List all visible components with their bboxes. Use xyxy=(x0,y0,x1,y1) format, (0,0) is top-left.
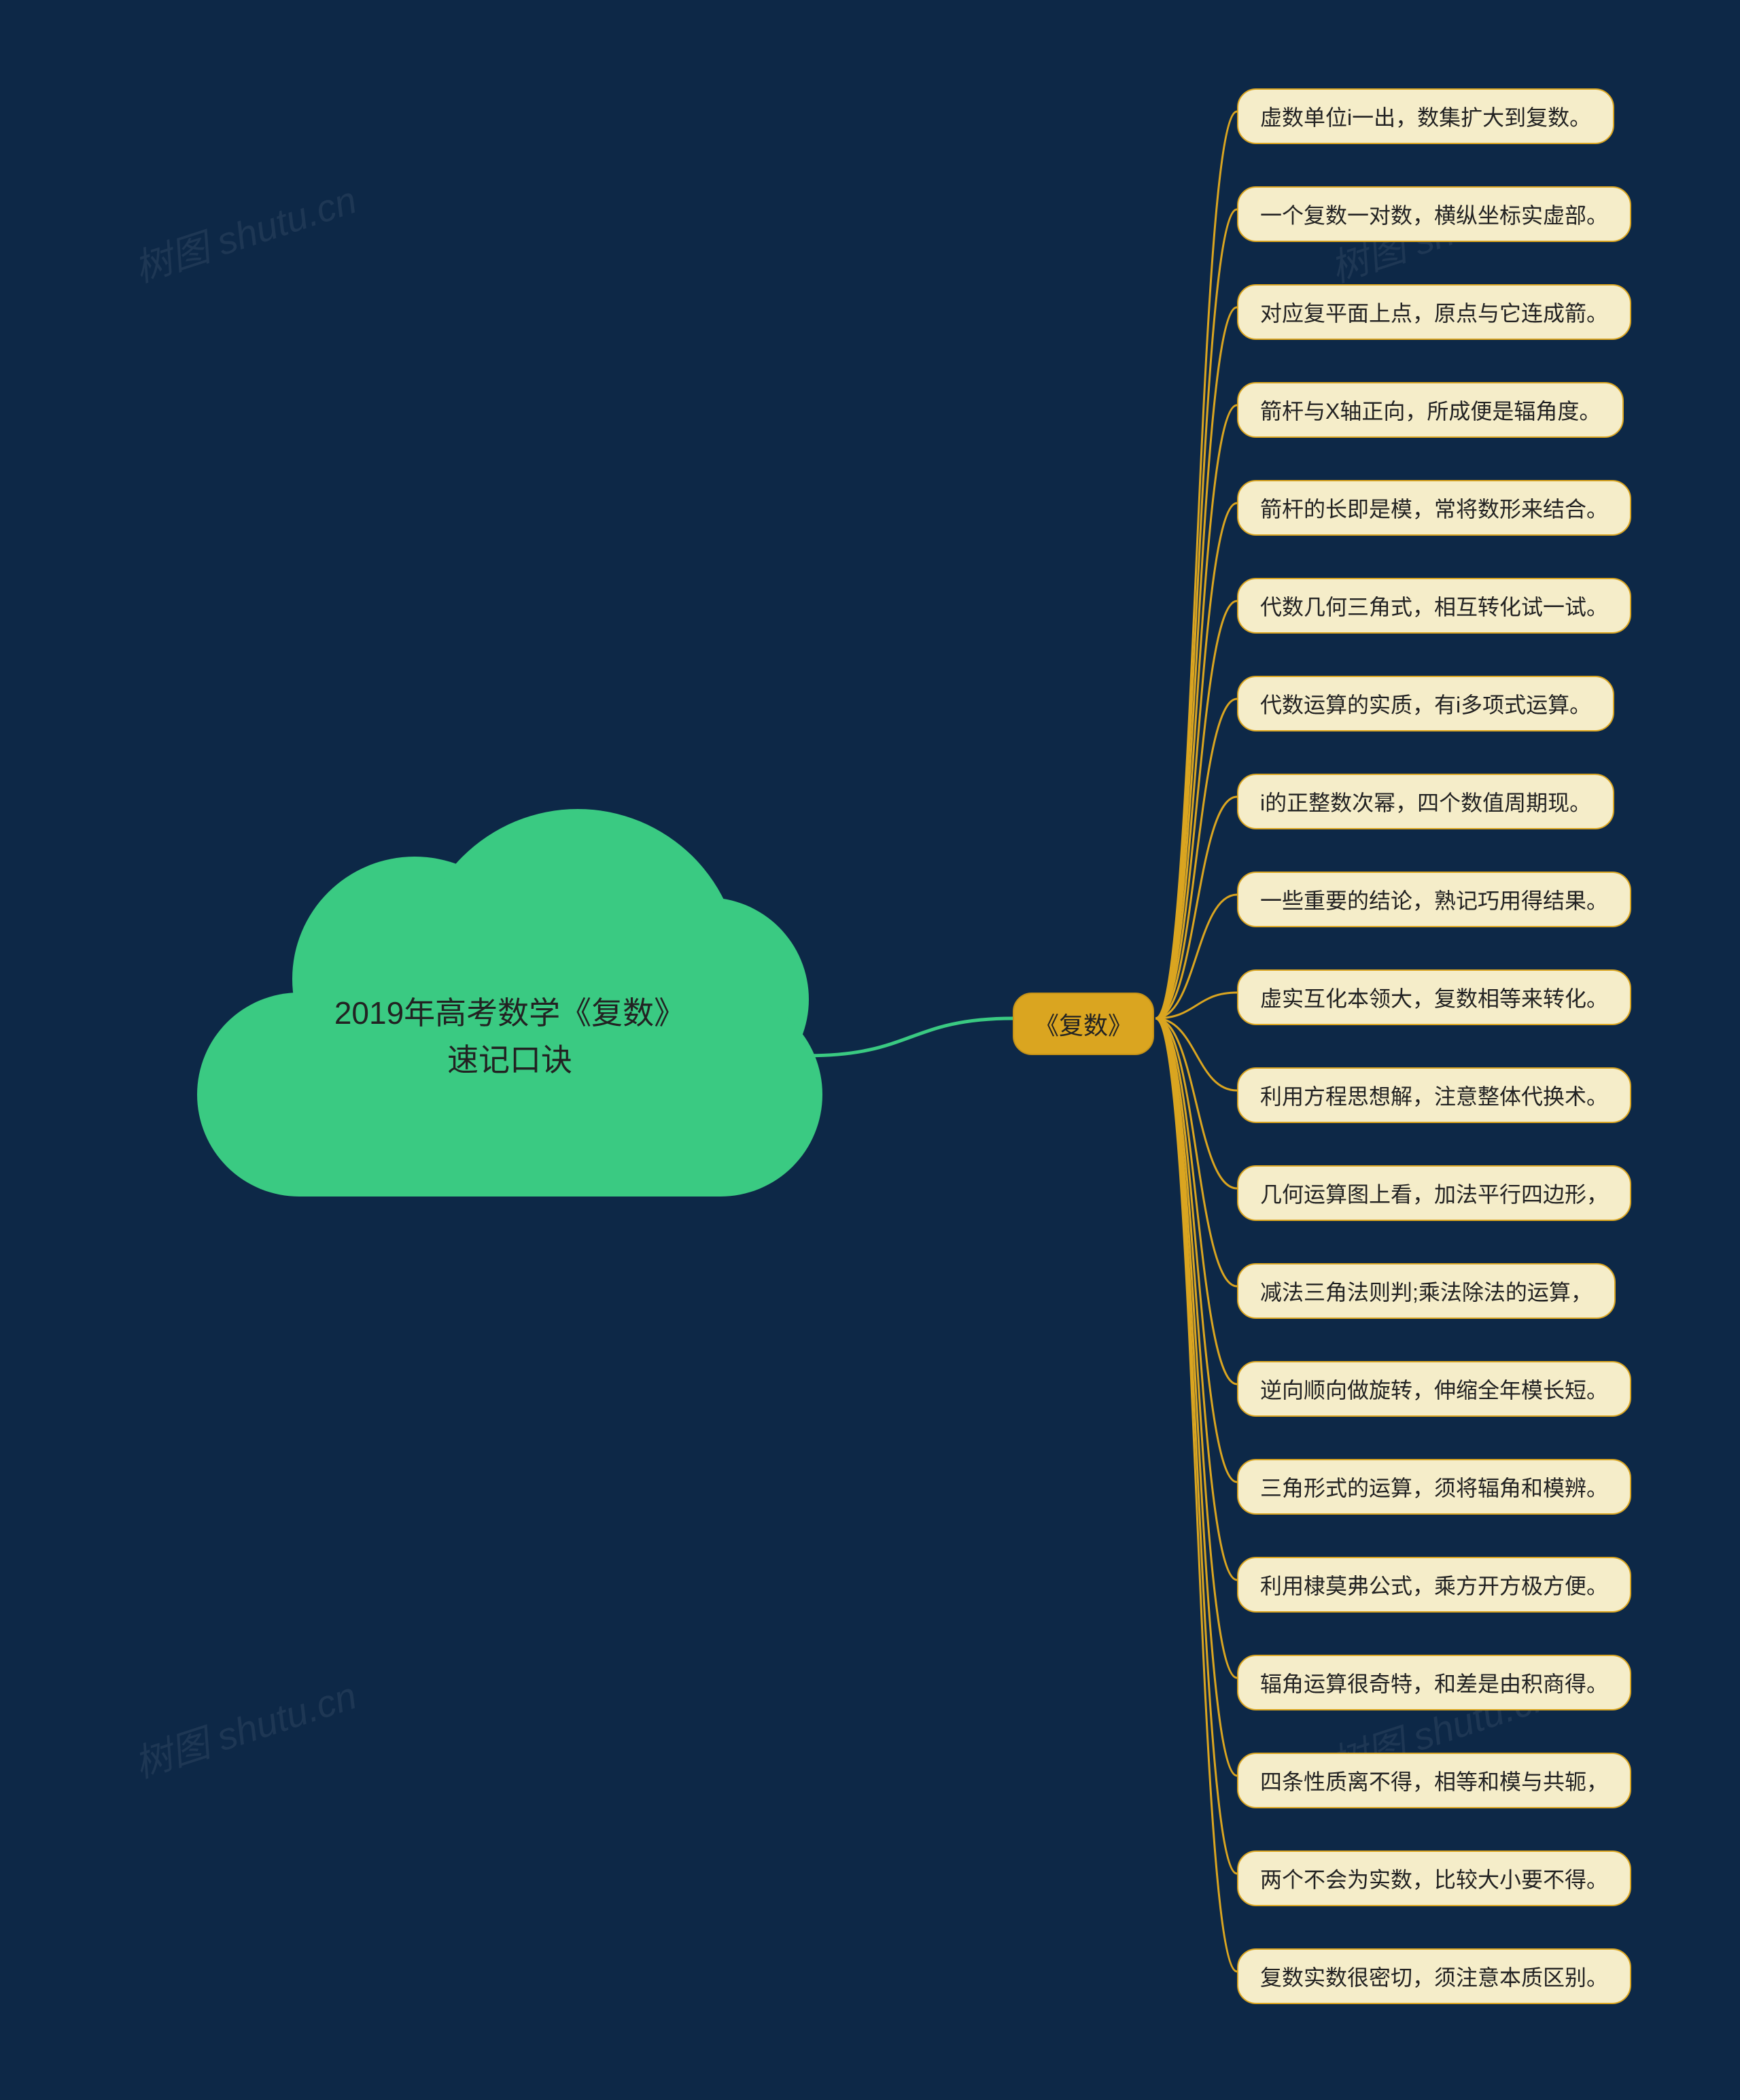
leaf-node: 辐角运算很奇特，和差是由积商得。 xyxy=(1237,1655,1631,1710)
leaf-node: 四条性质离不得，相等和模与共轭， xyxy=(1237,1753,1631,1808)
leaf-node: 对应复平面上点，原点与它连成箭。 xyxy=(1237,284,1631,340)
leaf-node: 三角形式的运算，须将辐角和模辨。 xyxy=(1237,1459,1631,1515)
leaf-node: 减法三角法则判;乘法除法的运算， xyxy=(1237,1263,1616,1319)
intermediate-node: 《复数》 xyxy=(1013,993,1154,1055)
leaf-node: 利用棣莫弗公式，乘方开方极方便。 xyxy=(1237,1557,1631,1613)
leaf-node: 箭杆的长即是模，常将数形来结合。 xyxy=(1237,480,1631,536)
intermediate-label: 《复数》 xyxy=(1034,1012,1132,1039)
leaf-node: 几何运算图上看，加法平行四边形， xyxy=(1237,1165,1631,1221)
leaf-node: 代数运算的实质，有i多项式运算。 xyxy=(1237,676,1614,731)
leaf-node: i的正整数次幂，四个数值周期现。 xyxy=(1237,774,1614,829)
leaf-node: 虚数单位i一出，数集扩大到复数。 xyxy=(1237,88,1614,144)
leaf-node: 复数实数很密切，须注意本质区别。 xyxy=(1237,1948,1631,2004)
leaf-node: 虚实互化本领大，复数相等来转化。 xyxy=(1237,969,1631,1025)
leaf-node: 一些重要的结论，熟记巧用得结果。 xyxy=(1237,872,1631,927)
root-node-title: 2019年高考数学《复数》 速记口诀 xyxy=(299,990,720,1084)
watermark: 树图 shutu.cn xyxy=(126,1666,363,1789)
leaf-node: 箭杆与X轴正向，所成便是辐角度。 xyxy=(1237,382,1624,438)
watermark: 树图 shutu.cn xyxy=(126,170,363,294)
leaf-node: 利用方程思想解，注意整体代换术。 xyxy=(1237,1067,1631,1123)
leaf-node: 一个复数一对数，横纵坐标实虚部。 xyxy=(1237,186,1631,242)
leaf-node: 两个不会为实数，比较大小要不得。 xyxy=(1237,1851,1631,1906)
root-node-cloud: 2019年高考数学《复数》 速记口诀 xyxy=(197,816,822,1197)
leaf-node: 代数几何三角式，相互转化试一试。 xyxy=(1237,578,1631,634)
mindmap-canvas: 树图 shutu.cn树图 shutu.cn树图 shutu.cn树图 shut… xyxy=(0,0,1740,2100)
leaf-node: 逆向顺向做旋转，伸缩全年模长短。 xyxy=(1237,1361,1631,1417)
